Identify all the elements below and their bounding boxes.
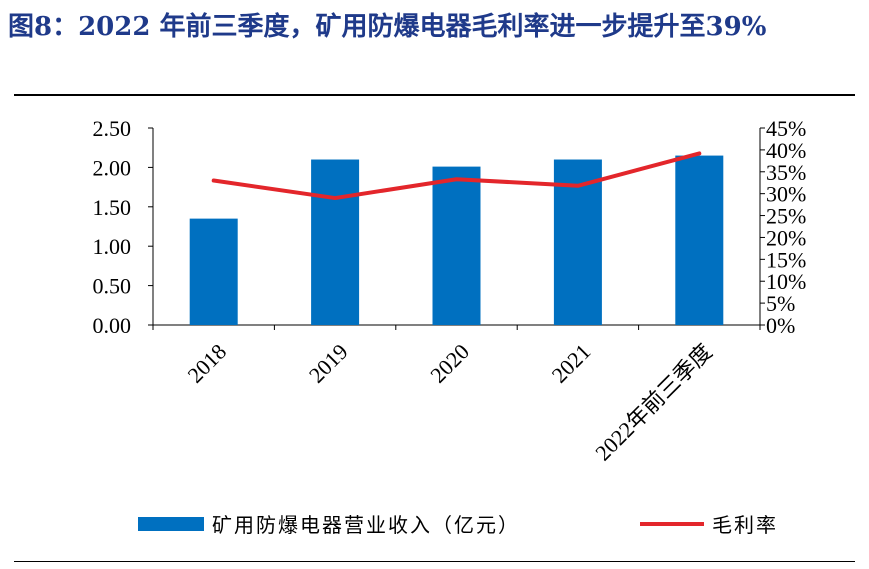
title-divider (14, 94, 855, 96)
revenue-bar (432, 166, 481, 325)
y-right-tick-label: 45% (766, 116, 806, 141)
x-tick-label: 2021 (547, 339, 596, 388)
x-tick-label: 2019 (304, 339, 353, 388)
y-left-tick-label: 2.00 (93, 155, 132, 180)
y-right-tick-label: 0% (766, 313, 795, 338)
x-tick-label: 2018 (182, 339, 231, 388)
y-right-tick-label: 20% (766, 225, 806, 250)
legend-swatch-revenue (138, 517, 204, 531)
y-right-tick-label: 25% (766, 204, 806, 229)
x-tick-label: 2022年前三季度 (590, 339, 717, 466)
legend-label-margin: 毛利率 (712, 513, 778, 537)
x-tick-label: 2020 (425, 339, 474, 388)
legend-label-revenue: 矿用防爆电器营业收入（亿元） (212, 513, 520, 537)
revenue-bar (675, 155, 724, 325)
y-right-tick-label: 5% (766, 291, 795, 316)
y-right-tick-label: 10% (766, 269, 806, 294)
revenue-bar (189, 218, 238, 325)
revenue-bar (311, 159, 360, 325)
y-left-tick-label: 1.00 (93, 234, 132, 259)
y-right-tick-label: 15% (766, 247, 806, 272)
y-left-tick-label: 0.50 (93, 274, 132, 299)
chart-title: 图8：2022 年前三季度，矿用防爆电器毛利率进一步提升至39% (8, 12, 767, 42)
bottom-divider (14, 561, 855, 562)
y-right-tick-label: 35% (766, 160, 806, 185)
y-right-tick-label: 30% (766, 182, 806, 207)
y-left-tick-label: 0.00 (93, 313, 132, 338)
y-right-tick-label: 40% (766, 138, 806, 163)
y-left-tick-label: 1.50 (93, 195, 132, 220)
y-left-tick-label: 2.50 (93, 116, 132, 141)
